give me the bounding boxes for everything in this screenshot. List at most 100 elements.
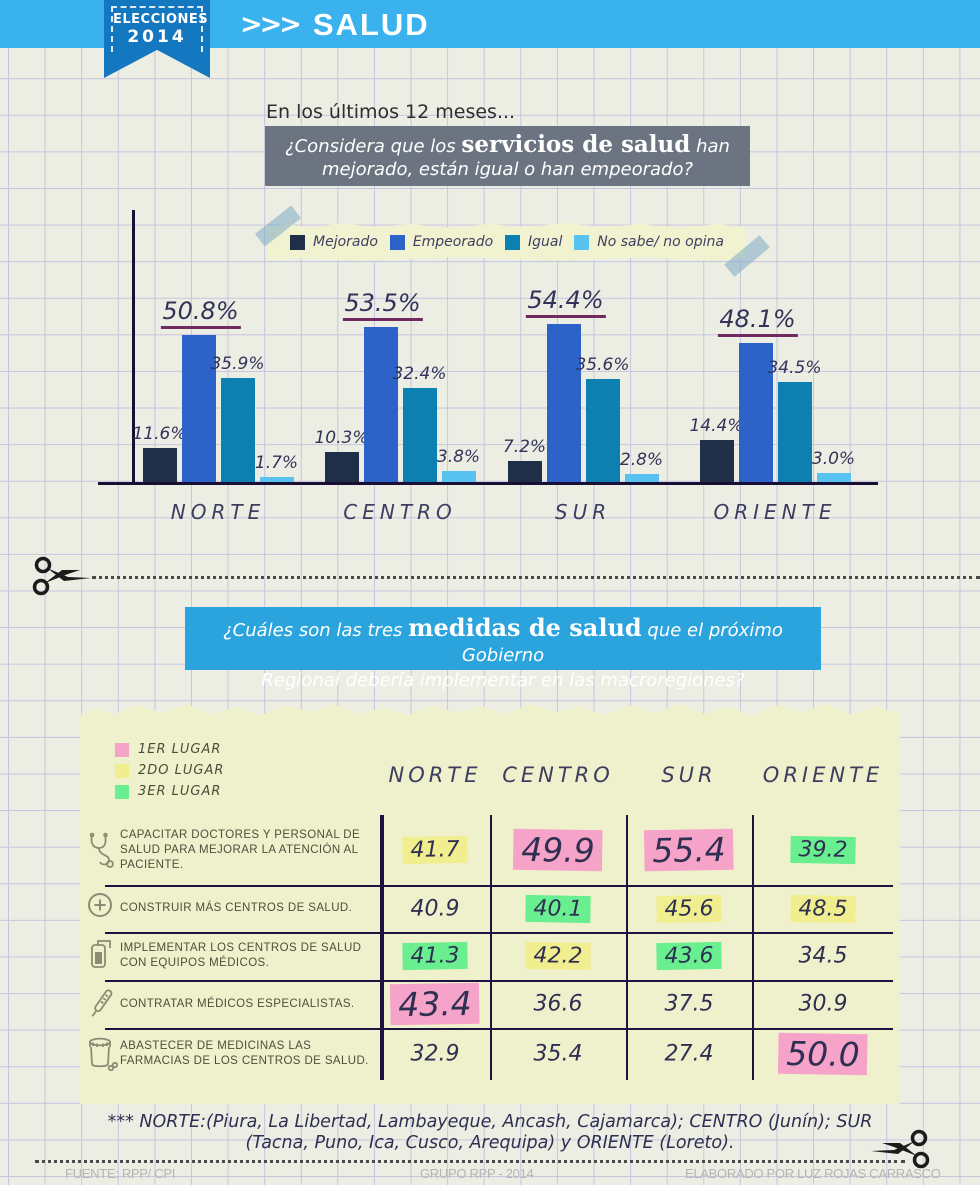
question2-bold: medidas de salud <box>408 613 642 642</box>
table-cell-value: 41.7 <box>402 835 468 865</box>
page-title-text: SALUD <box>312 7 430 42</box>
table-row-label: IMPLEMENTAR LOS CENTROS DE SALUD CON EQU… <box>120 942 362 969</box>
thermometer-icon <box>86 986 116 1026</box>
bar-value-label: 32.4% <box>392 364 447 384</box>
region-footnote: *** NORTE:(Piura, La Libertad, Lambayequ… <box>0 1112 980 1154</box>
bar-norte-2 <box>220 378 255 482</box>
table-horizontal-divider <box>105 1028 893 1030</box>
question2-box: ¿Cuáles son las tres medidas de salud qu… <box>185 607 821 691</box>
question2-line2: Regional debería implementar en las macr… <box>261 670 745 691</box>
chart-legend: Mejorado Empeorado Igual No sabe/ no opina <box>268 223 746 261</box>
legend-swatch-icon <box>390 235 405 250</box>
table-row-label: CONTRATAR MÉDICOS ESPECIALISTAS. <box>120 997 355 1010</box>
footer-source: FUENTE: RPP/ CPI <box>65 1166 176 1181</box>
chart-x-axis <box>98 482 878 485</box>
stethoscope-icon <box>86 832 116 874</box>
bar-sur-3 <box>624 474 659 482</box>
table-cell-value: 34.5 <box>798 943 848 969</box>
category-label-centro: CENTRO <box>343 500 457 524</box>
legend-item: No sabe/ no opina <box>574 234 724 250</box>
scissors-icon <box>871 1129 930 1169</box>
bar-value-label: 3.8% <box>436 447 481 467</box>
bar-value-label: 50.8% <box>160 297 241 329</box>
medical-device-icon <box>86 938 116 976</box>
footer-bar: FUENTE: RPP/ CPI GRUPO RPP - 2014 ELABOR… <box>0 1163 980 1185</box>
rank-legend-item: 3ER LUGAR <box>115 784 224 799</box>
table-cell-value: 40.9 <box>410 896 460 921</box>
legend-item: Mejorado <box>290 234 378 250</box>
category-label-norte: NORTE <box>170 500 266 524</box>
question2-line1: ¿Cuáles son las tres medidas de salud qu… <box>223 613 783 666</box>
table-vertical-divider <box>380 815 384 1080</box>
table-horizontal-divider <box>105 885 893 887</box>
bar-value-label: 35.9% <box>210 354 265 374</box>
table-rank-legend: 1ER LUGAR 2DO LUGAR 3ER LUGAR <box>115 742 224 805</box>
question1-line2: mejorado, están igual o han empeorado? <box>321 159 694 180</box>
ribbon-line2: 2014 <box>127 27 187 47</box>
footer-credit: ELABORADO POR LUZ ROJAS CARRASCO <box>685 1166 941 1181</box>
rank-legend-item: 1ER LUGAR <box>115 742 224 757</box>
question1-bold: servicios de salud <box>461 131 691 158</box>
rank-legend-label: 2DO LUGAR <box>138 763 225 778</box>
table-cell-value: 40.1 <box>525 894 591 923</box>
legend-label: Igual <box>528 234 563 250</box>
legend-label: No sabe/ no opina <box>597 234 724 250</box>
bar-value-label: 10.3% <box>314 428 369 448</box>
bar-value-label: 1.7% <box>254 453 299 473</box>
bar-centro-0 <box>324 452 359 482</box>
rank-legend-item: 2DO LUGAR <box>115 763 224 778</box>
rank-legend-label: 3ER LUGAR <box>138 784 222 799</box>
bar-value-label: 14.4% <box>689 416 744 436</box>
table-cell-value: 42.2 <box>525 941 591 971</box>
bar-sur-0 <box>507 461 542 482</box>
legend-swatch-icon <box>574 235 589 250</box>
rank-swatch-icon <box>115 763 129 778</box>
table-cell-value: 37.5 <box>664 991 714 1017</box>
bar-sur-2 <box>585 379 620 482</box>
footnote-line1: *** NORTE:(Piura, La Libertad, Lambayequ… <box>107 1112 873 1132</box>
ribbon-line1: ELECCIONES <box>113 12 209 27</box>
table-column-header-oriente: ORIENTE <box>762 763 884 787</box>
table-cell-value: 49.9 <box>512 828 604 872</box>
elections-ribbon-border: ELECCIONES 2014 <box>111 6 209 52</box>
legend-label: Empeorado <box>412 234 494 250</box>
table-column-header-sur: SUR <box>661 763 717 787</box>
rank-legend-label: 1ER LUGAR <box>138 742 222 757</box>
table-cell-value: 48.5 <box>790 894 856 923</box>
legend-swatch-icon <box>505 235 520 250</box>
table-cell-value: 43.4 <box>389 982 481 1026</box>
dotted-cut-line-top <box>92 576 980 579</box>
rank-swatch-icon <box>115 742 129 757</box>
triple-chevron-icon: >>> <box>240 9 302 40</box>
bar-oriente-0 <box>699 440 734 482</box>
legend-swatch-icon <box>290 235 305 250</box>
table-cell-value: 35.4 <box>533 1041 583 1067</box>
table-cell-value: 32.9 <box>410 1041 460 1067</box>
bar-value-label: 48.1% <box>717 305 798 337</box>
question1-intro: En los últimos 12 meses... <box>266 101 516 123</box>
bar-value-label: 54.4% <box>525 286 606 318</box>
bar-chart: 11.6% 50.8% 35.9% 1.7% NORTE 10.3% 53.5% 32.4% 3… <box>0 200 980 540</box>
scissors-icon <box>32 556 91 596</box>
table-cell-value: 55.4 <box>643 828 735 872</box>
table-row-label: CAPACITAR DOCTORES Y PERSONAL DE SALUD P… <box>120 828 361 871</box>
table-vertical-divider <box>626 815 628 1080</box>
bar-value-label: 35.6% <box>575 355 630 375</box>
table-cell-value: 39.2 <box>790 835 856 865</box>
legend-item: Empeorado <box>390 234 493 250</box>
bar-norte-1 <box>181 335 216 482</box>
table-cell-value: 50.0 <box>777 1032 869 1076</box>
bar-norte-0 <box>142 448 177 482</box>
footnote-line2: (Tacna, Puno, Ica, Cusco, Arequipa) y OR… <box>245 1133 735 1153</box>
table-vertical-divider <box>490 815 492 1080</box>
legend-label: Mejorado <box>313 234 378 250</box>
bar-oriente-2 <box>777 382 812 482</box>
table-row-label: ABASTECER DE MEDICINAS LAS FARMACIAS DE … <box>120 1040 369 1067</box>
table-column-header-centro: CENTRO <box>502 763 614 787</box>
table-cell-value: 36.6 <box>533 991 583 1017</box>
category-label-oriente: ORIENTE <box>713 500 837 524</box>
table-cell-value: 45.6 <box>656 894 722 923</box>
cross-circle-icon <box>86 891 116 923</box>
table-row-label: CONSTRUIR MÁS CENTROS DE SALUD. <box>120 902 353 914</box>
